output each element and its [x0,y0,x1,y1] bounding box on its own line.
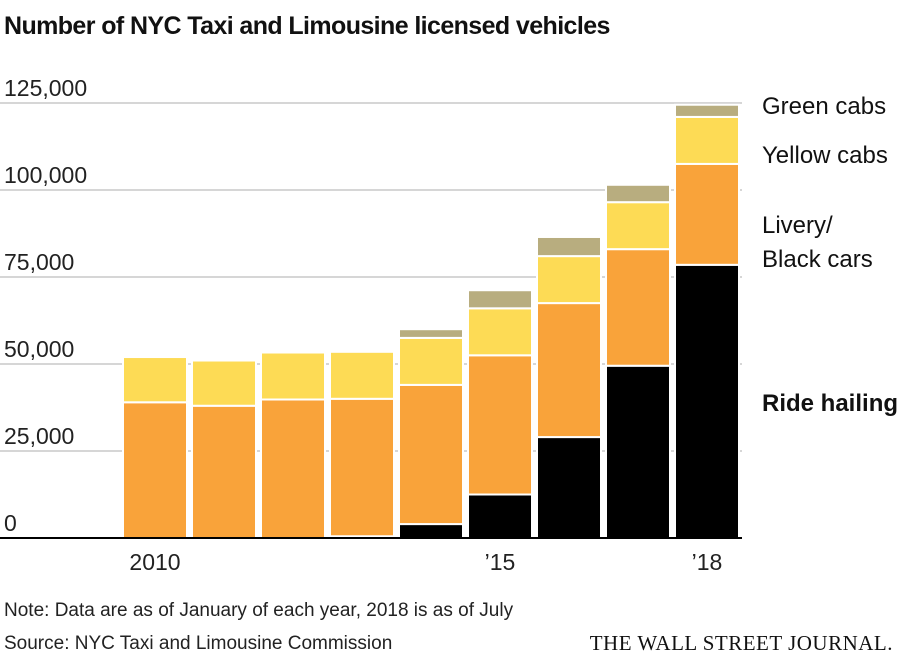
bar-segment [674,263,740,539]
bar-segment [122,356,188,404]
x-tick-label: ’18 [692,549,723,575]
y-tick-label: 125,000 [4,75,87,101]
x-tick-label: ’15 [485,549,516,575]
y-tick-label: 75,000 [4,249,74,275]
bar-segment [398,328,464,339]
bar-segment [674,115,740,165]
bar-segment [605,183,671,204]
bar-segment [605,248,671,367]
bar-segment [467,289,533,310]
bar-segment [329,350,395,400]
bar-segment [398,336,464,386]
x-tick-labels: 2010 ’15 ’18 [129,549,722,575]
bar-segment [605,364,671,539]
stacked-bar-chart: 0 25,000 50,000 75,000 100,000 125,000 2010 ’1… [0,75,898,575]
bar-segment [398,383,464,526]
y-tick-label: 100,000 [4,162,87,188]
bar-segment [329,397,395,538]
bar-segment [191,359,257,407]
bar-segment [260,398,326,539]
legend-label: Ride hailing [762,390,898,417]
bars [122,103,740,540]
bar-segment [467,307,533,357]
bar-segment [674,103,740,118]
bar-segment [536,255,602,305]
x-tick-label: 2010 [129,549,180,575]
bar-segment [398,523,464,540]
bar-segment [536,302,602,439]
legend-label: Livery/Black cars [762,212,873,273]
bar-segment [191,404,257,540]
y-tick-label: 25,000 [4,423,74,449]
bar-segment [536,235,602,258]
publisher-logo: THE WALL STREET JOURNAL. [589,631,893,655]
bar-segment [467,354,533,496]
legend-label: Yellow cabs [762,142,888,169]
bar-segment [674,162,740,266]
chart-source: Source: NYC Taxi and Limousine Commissio… [4,633,393,654]
bar-segment [260,351,326,401]
y-tick-label: 50,000 [4,336,74,362]
chart-note: Note: Data are as of January of each yea… [4,600,514,621]
bar-segment [536,436,602,539]
bar-segment [605,201,671,251]
legend: Ride hailing Livery/Black cars Yellow cabs… [762,93,898,417]
chart-title: Number of NYC Taxi and Limousine license… [4,12,610,40]
y-tick-label: 0 [4,510,17,536]
legend-label: Green cabs [762,93,886,120]
bar-segment [467,493,533,539]
bar-segment [122,401,188,539]
